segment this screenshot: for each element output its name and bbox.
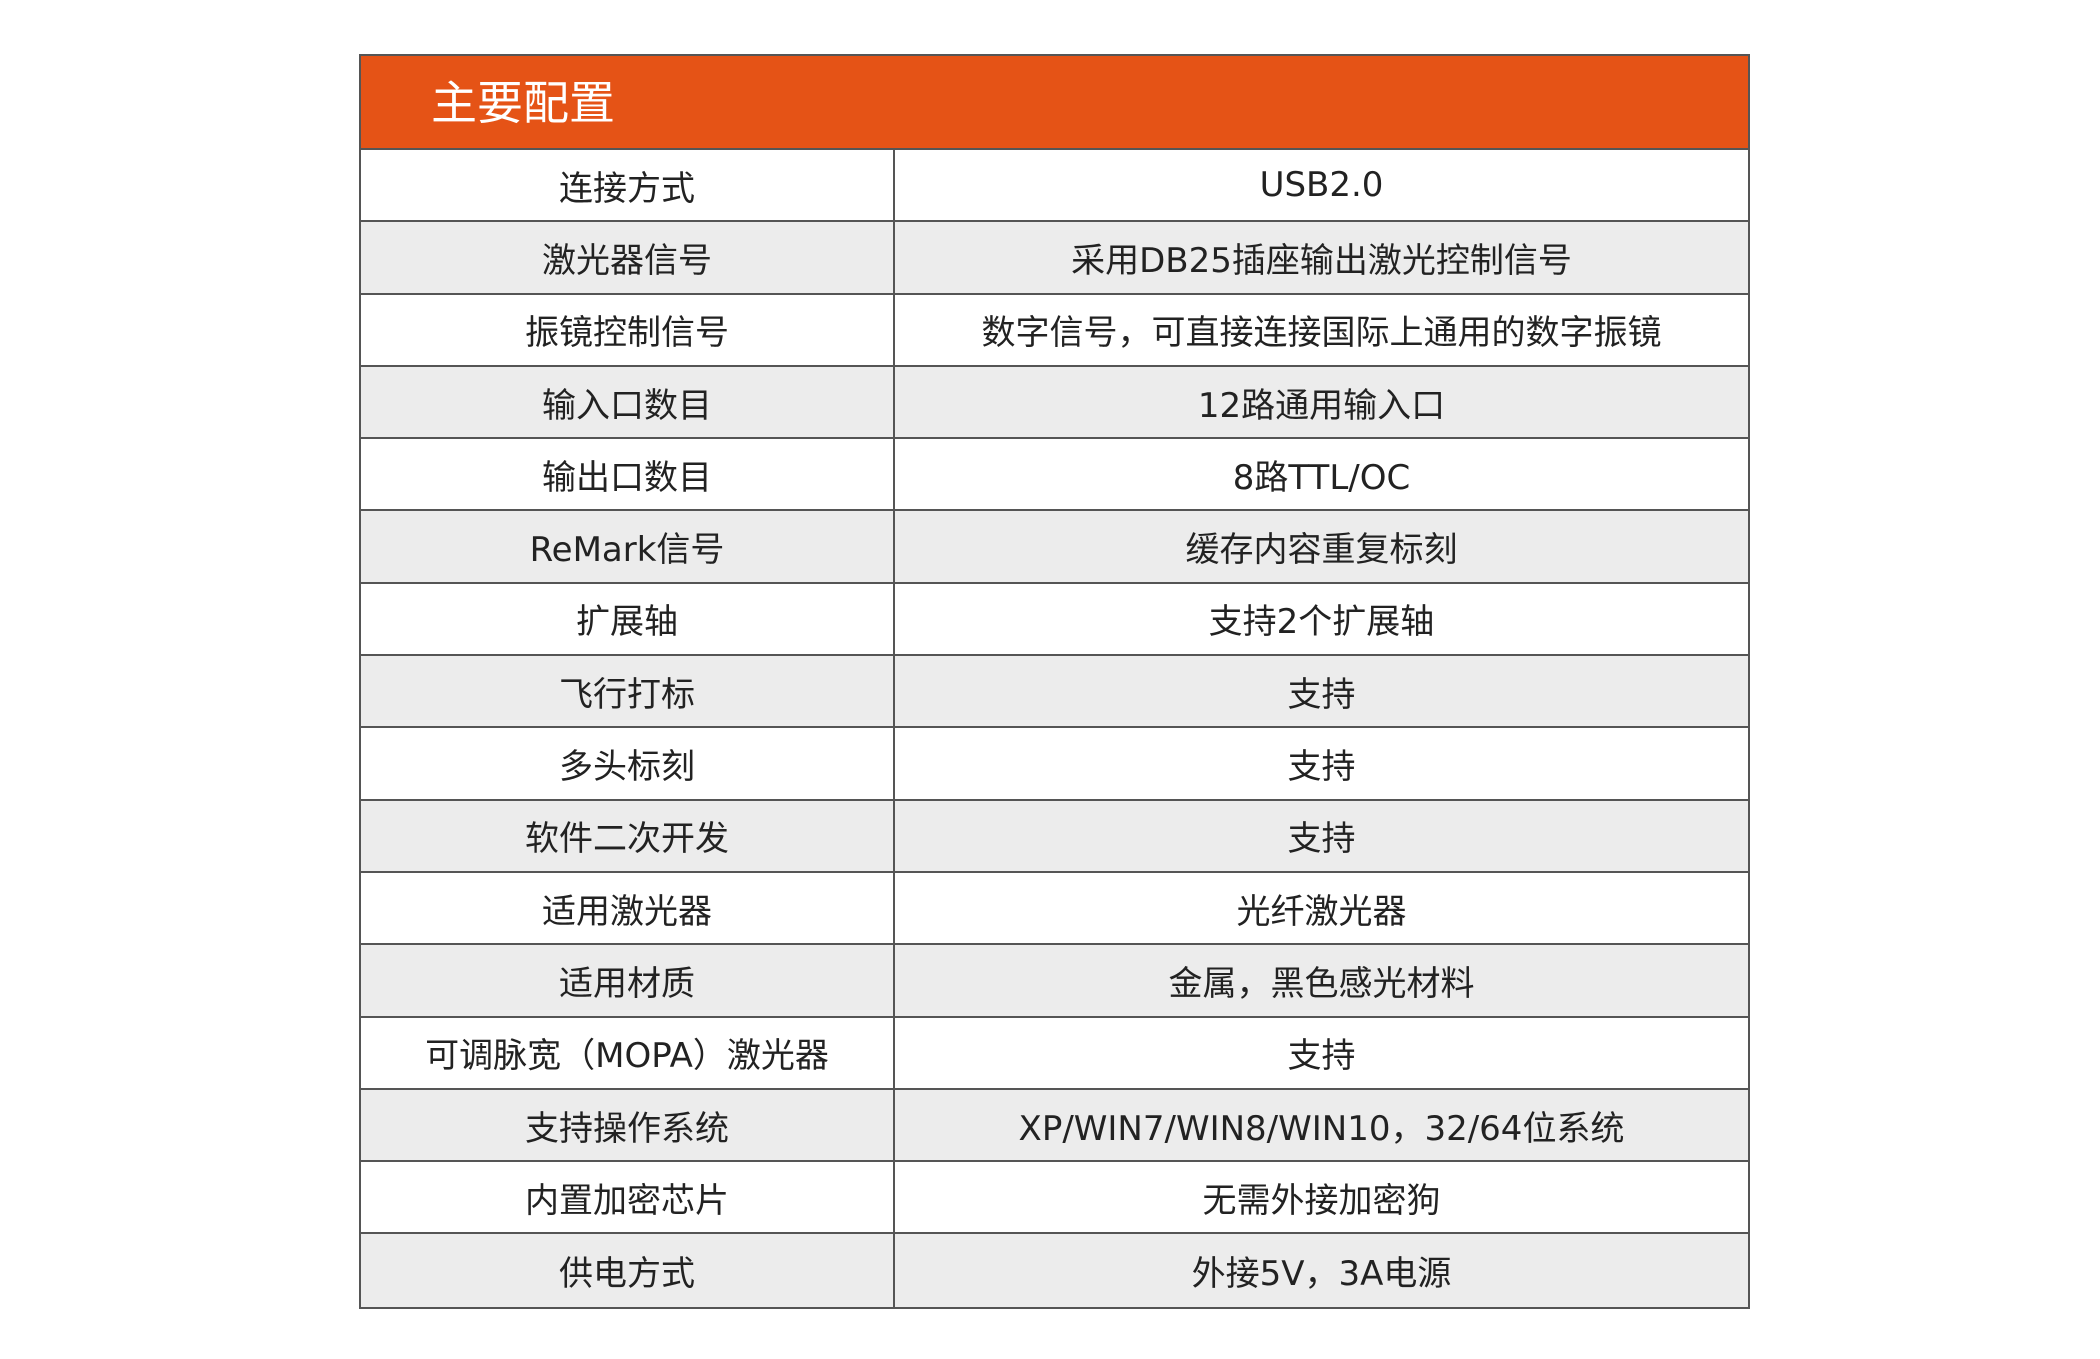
spec-name: 适用激光器: [361, 872, 895, 944]
spec-value: 缓存内容重复标刻: [1185, 530, 1458, 571]
table-row: 软件二次开发 支持: [361, 800, 1748, 873]
table-body: 连接方式 USB2.0 激光器信号 采用DB25插座输出激光控制信号振镜控制信号 数字信…: [361, 150, 1748, 1307]
table-row: 供电方式 外接5V，3A电源: [361, 1234, 1748, 1307]
spec-name: ReMark信号: [361, 511, 895, 582]
table-row: 输出口数目 8路TTL/OC: [361, 439, 1748, 512]
table-row: 连接方式 USB2.0: [361, 150, 1748, 223]
spec-name: 可调脉宽（MOPA）激光器: [361, 1017, 895, 1088]
spec-value: 支持: [1287, 1036, 1356, 1077]
table-title: 主要配置: [361, 56, 1748, 150]
spec-name: 支持操作系统: [361, 1089, 895, 1161]
spec-name: 扩展轴: [361, 583, 895, 655]
spec-value: 8路TTL/OC: [1232, 457, 1411, 498]
spec-value: 支持2个扩展轴: [1208, 602, 1435, 643]
spec-name: 软件二次开发: [361, 800, 895, 871]
spec-name: 供电方式: [361, 1234, 895, 1307]
spec-name: 飞行打标: [361, 656, 895, 727]
spec-value: 12路通用输入口: [1197, 385, 1446, 426]
table-row: 适用材质 金属，黑色感光材料: [361, 945, 1748, 1018]
spec-value: 外接5V，3A电源: [1191, 1254, 1452, 1295]
spec-name: 适用材质: [361, 945, 895, 1016]
table-row: ReMark信号 缓存内容重复标刻: [361, 511, 1748, 584]
table-row: 扩展轴 支持2个扩展轴: [361, 583, 1748, 657]
spec-name: 激光器信号: [361, 222, 895, 293]
spec-value: 无需外接加密狗: [1202, 1180, 1441, 1221]
table-row: 可调脉宽（MOPA）激光器 支持: [361, 1017, 1748, 1090]
table-row: 支持操作系统 XP/WIN7/WIN8/WIN10，32/64位系统: [361, 1089, 1748, 1163]
spec-value: XP/WIN7/WIN8/WIN10，32/64位系统: [1018, 1108, 1625, 1149]
spec-value: 光纤激光器: [1236, 891, 1407, 932]
table-row: 内置加密芯片 无需外接加密狗: [361, 1162, 1748, 1235]
spec-value: USB2.0: [1259, 165, 1384, 206]
spec-value: 采用DB25插座输出激光控制信号: [1071, 240, 1572, 281]
spec-name: 连接方式: [361, 150, 895, 221]
table-row: 激光器信号 采用DB25插座输出激光控制信号: [361, 222, 1748, 295]
table-row: 振镜控制信号 数字信号，可直接连接国际上通用的数字振镜: [361, 294, 1748, 367]
table-row: 适用激光器 光纤激光器: [361, 872, 1748, 946]
spec-table: 主要配置 连接方式 USB2.0 激光器信号 采用DB25插座输出激光控制信号振镜控制…: [359, 54, 1750, 1309]
table-row: 飞行打标 支持: [361, 656, 1748, 729]
spec-name: 输入口数目: [361, 366, 895, 438]
spec-name: 多头标刻: [361, 728, 895, 799]
spec-value: 数字信号，可直接连接国际上通用的数字振镜: [981, 313, 1662, 354]
spec-value: 支持: [1287, 819, 1356, 860]
spec-value: 金属，黑色感光材料: [1168, 963, 1475, 1004]
table-row: 输入口数目 12路通用输入口: [361, 366, 1748, 440]
spec-name: 振镜控制信号: [361, 294, 895, 365]
table-row: 多头标刻 支持: [361, 728, 1748, 801]
spec-name: 输出口数目: [361, 439, 895, 510]
spec-value: 支持: [1287, 674, 1356, 715]
spec-value: 支持: [1287, 747, 1356, 788]
spec-name: 内置加密芯片: [361, 1162, 895, 1233]
